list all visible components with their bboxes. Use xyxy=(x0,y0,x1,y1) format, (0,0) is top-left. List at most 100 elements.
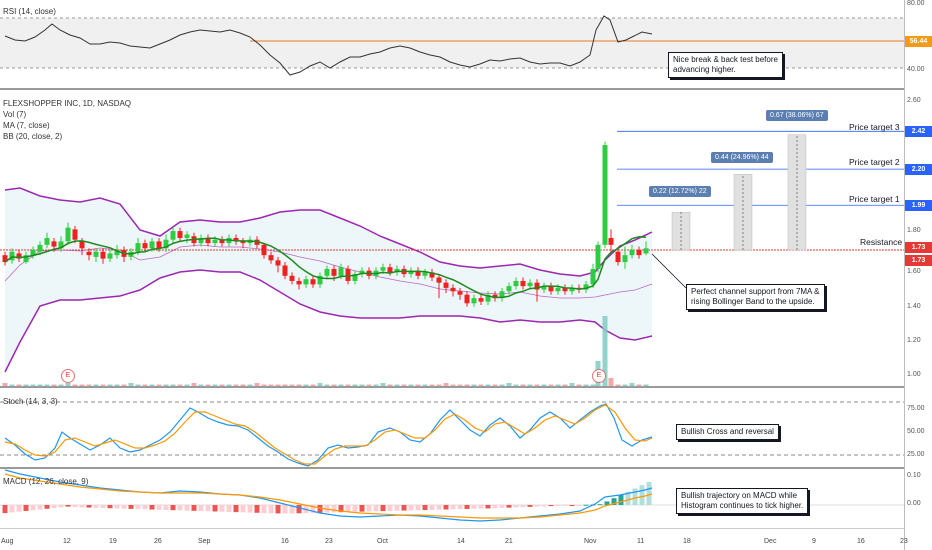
volume-bar xyxy=(485,384,491,386)
macd-histogram-bar xyxy=(51,505,57,509)
volume-bar xyxy=(506,383,512,386)
earnings-marker[interactable]: E xyxy=(592,369,606,383)
target-tag: 2.20 xyxy=(905,164,932,175)
volume-bar xyxy=(450,384,456,386)
volume-bar xyxy=(142,384,148,386)
macd-histogram-bar xyxy=(639,485,645,505)
candle-body xyxy=(51,241,57,247)
pane-separator[interactable] xyxy=(0,467,932,469)
price-pane[interactable] xyxy=(0,130,904,386)
macd-histogram-bar xyxy=(240,505,246,513)
axis-tick: 1.60 xyxy=(907,268,921,275)
rsi-annotation[interactable]: Nice break & back test before advancing … xyxy=(668,52,783,78)
volume-bar xyxy=(317,383,323,386)
price-target-2-label: Price target 2 xyxy=(849,157,900,167)
candle-body xyxy=(219,239,225,244)
volume-bar xyxy=(394,384,400,386)
volume-bar xyxy=(534,384,540,386)
candle-body xyxy=(513,280,519,287)
stoch-legend: Stoch (14, 3, 3) xyxy=(3,397,58,406)
target-tag: 2.42 xyxy=(905,126,932,137)
candle-body xyxy=(629,250,635,256)
candle-body xyxy=(415,270,421,276)
candle-body xyxy=(352,274,358,281)
main-annotation[interactable]: Perfect channel support from 7MA & risin… xyxy=(686,284,825,310)
volume-bar xyxy=(548,384,554,386)
candle-body xyxy=(359,270,365,275)
macd-histogram-bar xyxy=(471,505,477,509)
macd-histogram-bar xyxy=(121,505,127,509)
volume-bar xyxy=(79,384,85,386)
candle-body xyxy=(450,287,456,292)
candle-body xyxy=(506,286,512,292)
main-legend: FLEXSHOPPER INC, 1D, NASDAQ Vol (7) MA (… xyxy=(3,98,131,142)
x-axis-label: 16 xyxy=(281,538,289,545)
macd-histogram-bar xyxy=(422,505,428,511)
candle-body xyxy=(72,229,78,240)
volume-bar xyxy=(51,384,57,386)
macd-histogram-bar xyxy=(625,491,631,505)
candle-body xyxy=(100,251,106,259)
macd-histogram-bar xyxy=(401,505,407,511)
pane-separator[interactable] xyxy=(0,88,932,90)
candle-body xyxy=(541,286,547,290)
macd-histogram-bar xyxy=(268,505,274,514)
volume-bar xyxy=(457,384,463,386)
candle-body xyxy=(562,287,568,292)
earnings-marker[interactable]: E xyxy=(61,369,75,383)
stoch-annotation[interactable]: Bullish Cross and reversal xyxy=(676,424,779,440)
candle-body xyxy=(30,250,36,256)
volume-bar xyxy=(282,384,288,386)
candle-body xyxy=(37,244,43,252)
bollinger-fill xyxy=(5,188,652,372)
candle-body xyxy=(233,237,239,242)
axis-tick: 50.00 xyxy=(907,428,925,435)
macd-histogram-bar xyxy=(380,505,386,512)
macd-histogram-bar xyxy=(296,505,302,514)
volume-bar xyxy=(37,384,43,386)
candle-body xyxy=(429,272,435,278)
macd-histogram-bar xyxy=(205,505,211,512)
macd-histogram-bar xyxy=(219,505,225,512)
candle-body xyxy=(310,279,316,285)
axis-tick: 1.20 xyxy=(907,337,921,344)
macd-histogram-bar xyxy=(485,505,491,509)
candle-body xyxy=(268,255,274,261)
volume-bar xyxy=(128,383,134,386)
bb-legend: BB (20, close, 2) xyxy=(3,132,63,141)
macd-histogram-bar xyxy=(2,505,8,514)
volume-bar xyxy=(86,384,92,386)
volume-bar xyxy=(408,384,414,386)
macd-histogram-bar xyxy=(170,505,176,511)
volume-bar xyxy=(16,384,22,386)
macd-histogram-bar xyxy=(58,505,64,508)
macd-histogram-bar xyxy=(562,505,568,506)
macd-histogram-bar xyxy=(443,505,449,510)
macd-histogram-bar xyxy=(478,505,484,509)
macd-histogram-bar xyxy=(492,505,498,509)
macd-histogram-bar xyxy=(93,505,99,508)
measure-label-2: 0.44 (24.96%) 44 xyxy=(711,152,773,163)
macd-annotation[interactable]: Bullish trajectory on MACD while Histogr… xyxy=(676,488,809,514)
volume-bar xyxy=(240,384,246,386)
macd-histogram-bar xyxy=(373,505,379,512)
macd-histogram-bar xyxy=(37,505,43,510)
volume-bar xyxy=(156,384,162,386)
macd-histogram-bar xyxy=(30,505,36,511)
candle-body xyxy=(590,268,596,285)
volume-bar xyxy=(247,384,253,386)
macd-histogram xyxy=(2,481,652,514)
chart-canvas[interactable] xyxy=(0,0,904,550)
axis-tick: 25.00 xyxy=(907,451,925,458)
resistance-tag: 1.73 xyxy=(905,242,932,253)
candle-body xyxy=(177,231,183,238)
macd-legend: MACD (12, 26, close, 9) xyxy=(3,477,89,486)
macd-histogram-bar xyxy=(65,505,71,507)
pane-separator[interactable] xyxy=(0,386,932,388)
price-axis[interactable] xyxy=(904,0,932,550)
price-target-1-label: Price target 1 xyxy=(849,194,900,204)
candle-body xyxy=(408,270,414,275)
x-axis-label: 26 xyxy=(154,538,162,545)
macd-histogram-bar xyxy=(583,504,589,506)
x-axis-label: Dec xyxy=(764,538,777,545)
